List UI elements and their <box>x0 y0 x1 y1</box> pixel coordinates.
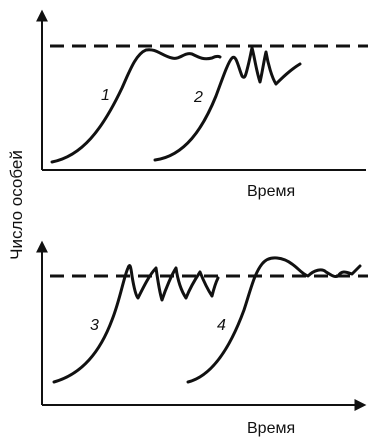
curve-4 <box>186 256 362 384</box>
curve-3 <box>52 264 220 384</box>
curve-2 <box>153 46 302 162</box>
curve-label-3: 3 <box>90 317 99 334</box>
bottom-panel: 3 4 Время <box>36 240 368 437</box>
y-axis-label: Число особей <box>7 150 26 260</box>
top-panel: 1 2 Время <box>36 9 368 200</box>
curve-1 <box>50 48 222 164</box>
curve-label-2: 2 <box>193 89 203 106</box>
curve-label-4: 4 <box>217 317 226 334</box>
curve-label-1: 1 <box>101 87 110 104</box>
bottom-x-axis-label: Время <box>247 420 295 437</box>
top-x-axis-label: Время <box>247 183 295 200</box>
